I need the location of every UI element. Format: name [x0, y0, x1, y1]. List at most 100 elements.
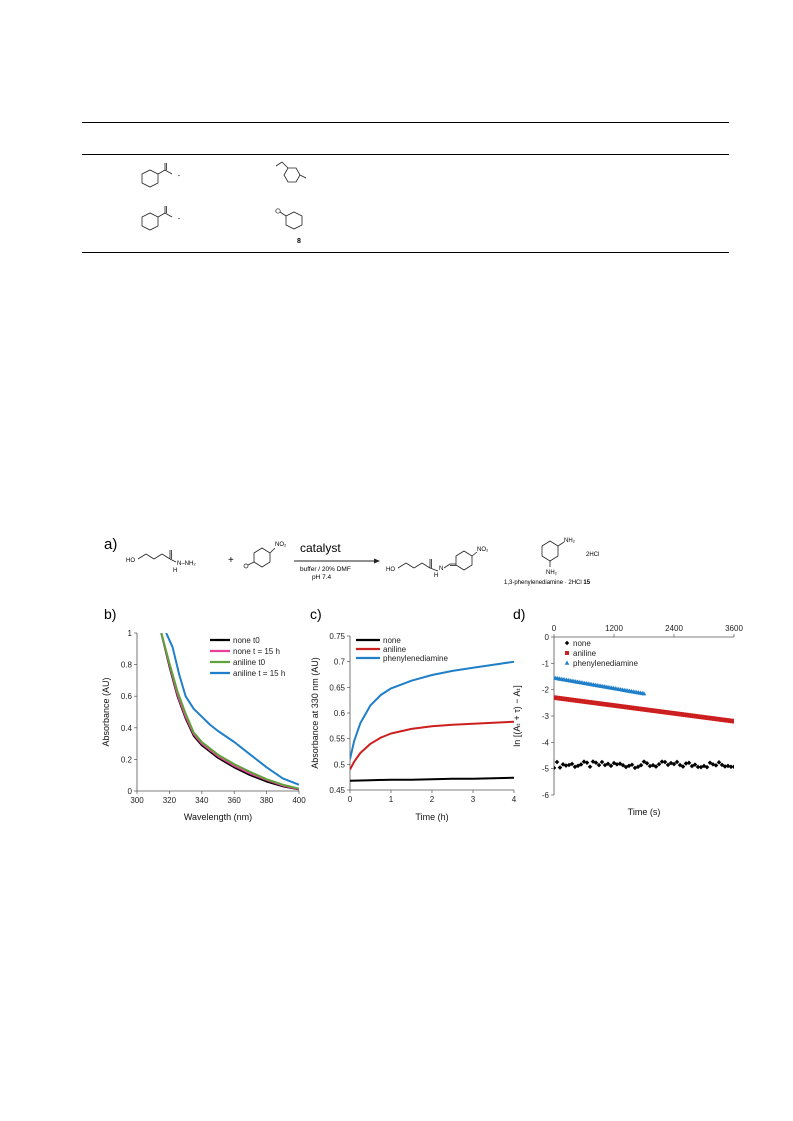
chart-c-legend-label-none: none	[383, 636, 401, 645]
chart-d-point-none	[584, 760, 590, 765]
scheme-reactant-aldehyde: NO₂	[243, 542, 287, 569]
chart-b-xlabel: Wavelength (nm)	[184, 812, 252, 822]
chart-c-xtick-label: 0	[348, 795, 353, 804]
chart-c-xlabel: Time (h)	[415, 812, 448, 822]
table-row2-structure-left	[141, 206, 181, 231]
chart-c-series-none	[350, 776, 514, 782]
chart-d-legend-label-aniline: aniline	[573, 649, 597, 658]
chart-d-ytick-label: -4	[542, 738, 550, 747]
table-row2-structure-right	[275, 208, 303, 230]
scheme-ho-label: HO	[126, 558, 135, 564]
scheme-no2-label: NO₂	[275, 542, 287, 548]
chart-b-xtick-label: 360	[228, 796, 242, 805]
chart-d-legend-label-none: none	[573, 639, 591, 648]
scheme-h-label: H	[173, 568, 177, 574]
chart-d-point-none	[641, 759, 647, 764]
chart-c-ytick-label: 0.65	[329, 683, 345, 692]
chart-d-point-none	[728, 764, 734, 770]
chart-d-xlabel: Time (s)	[628, 807, 661, 817]
chart-c-absorbance-kinetics: 0.45 0.5 0.55 0.6 0.65 0.7 0.75 0 1 2 3 4 Time (h) Ab…	[310, 632, 517, 822]
chart-d-point-none	[662, 759, 668, 765]
chart-d-point-none	[683, 761, 689, 766]
scheme-catalyst-name: 1,3-phenylenediamine · 2HCl	[504, 580, 582, 586]
chart-d-ytick-label: -5	[542, 765, 550, 774]
chart-d-ytick-label: -1	[542, 659, 550, 668]
chart-b-series-aniline-t-15-h	[165, 633, 299, 786]
chart-c-ytick-label: 0.55	[329, 735, 345, 744]
chart-d-ylabel: ln [(Aₜ + τ) − Aₜ]	[512, 685, 522, 746]
scheme-catalyst-nh2-bottom: NH₂	[546, 570, 558, 576]
scheme-conditions-line2: pH 7.4	[312, 574, 332, 581]
scheme-reactant-hydrazide-labels: HO N–NH₂ H	[126, 558, 196, 574]
chart-c-ytick-label: 0.75	[329, 632, 345, 641]
chart-c-ylabel: Absorbance at 330 nm (AU)	[310, 657, 320, 769]
chart-b-xtick-label: 340	[195, 796, 209, 805]
chart-b-legend-label-aniline-t-15-h: aniline t = 15 h	[233, 669, 285, 678]
scheme-catalyst-structure: NH₂ NH₂ 2HCl	[541, 538, 599, 576]
chart-c-ytick-label: 0.7	[334, 658, 346, 667]
chart-b-ytick-label: 0.2	[121, 755, 133, 764]
chart-d-point-none	[644, 761, 650, 766]
chart-c-xtick-label: 3	[471, 795, 476, 804]
chart-d-xtick-label: 3600	[725, 624, 743, 633]
chart-d-legend-swatch-none	[564, 640, 570, 646]
chart-d-point-aniline	[731, 719, 734, 724]
scheme-product-no2-label: NO₂	[477, 547, 489, 553]
chart-d-xtick-label: 1200	[605, 624, 623, 633]
chart-d-legend-swatch-phenylenediamine	[564, 660, 570, 665]
chart-d-point-none	[596, 762, 602, 768]
scheme-product-h-label: H	[434, 573, 438, 578]
chart-d-ytick-label: 0	[545, 633, 550, 642]
chart-d-xtick-label: 0	[552, 624, 557, 633]
chart-b-legend-label-none-t0: none t0	[233, 636, 260, 645]
scheme-product-hydrazone: HO N H NO₂	[386, 547, 489, 578]
chart-d-log-kinetics: 0 -1 -2 -3 -4 -5 -6 0 1200 2400 3600 Time (s) ln [(A…	[512, 624, 743, 817]
scheme-reaction-arrow	[294, 558, 380, 564]
chart-d-point-none	[686, 760, 692, 766]
chart-d-legend-label-phenylenediamine: phenylenediamine	[573, 659, 638, 668]
chart-c-ytick-label: 0.45	[329, 786, 345, 795]
chart-c-ytick-label: 0.5	[334, 760, 346, 769]
scheme-catalyst-name-row: 1,3-phenylenediamine · 2HCl 15	[504, 580, 590, 586]
chart-b-ylabel: Absorbance (AU)	[101, 677, 111, 746]
scheme-product-ho-label: HO	[386, 567, 395, 573]
chart-b-xtick-label: 400	[292, 796, 306, 805]
panel-a-label: a)	[104, 536, 118, 553]
chart-d-point-none	[578, 762, 584, 767]
chart-c-series-aniline	[350, 720, 514, 770]
table-row1-structure-right	[275, 161, 307, 183]
chart-b-xtick-label: 320	[163, 796, 177, 805]
chart-c-xtick-label: 4	[512, 795, 517, 804]
chart-d-point-none	[650, 762, 656, 768]
chart-b-series-none-t0	[160, 633, 299, 791]
table-row2-compound-number: 8	[297, 238, 301, 245]
scheme-catalyst-salt: 2HCl	[586, 552, 599, 558]
chart-b-ytick-label: 1	[128, 629, 133, 638]
chart-d-series-none	[554, 759, 734, 771]
scheme-catalyst-number: 15	[583, 580, 591, 586]
chart-c-xtick-label: 1	[389, 795, 394, 804]
chart-d-point-none	[704, 764, 710, 770]
chart-d-point-none	[713, 763, 719, 768]
chart-d-point-none	[731, 764, 734, 770]
table-header-rule	[82, 154, 729, 155]
chart-c-xtick-label: 2	[430, 795, 435, 804]
chart-d-point-none	[707, 760, 713, 766]
panel-d-label: d)	[513, 606, 526, 622]
chart-d-point-none	[602, 762, 608, 768]
scheme-catalyst-label: catalyst	[300, 541, 341, 555]
chart-b-ytick-label: 0.6	[121, 692, 133, 701]
chart-d-point-none	[695, 764, 701, 770]
scheme-plus: +	[228, 555, 234, 566]
chart-b-xtick-label: 300	[130, 796, 144, 805]
chart-d-point-none	[557, 765, 563, 770]
chart-b-ytick-label: 0.8	[121, 661, 133, 670]
panel-b-label: b)	[104, 606, 117, 622]
scheme-reactant-hydrazide	[137, 550, 177, 563]
chart-c-ytick-label: 0.6	[334, 709, 346, 718]
chart-c-series-phenylenediamine	[350, 660, 514, 760]
chart-d-ytick-label: -2	[542, 686, 550, 695]
chart-d-point-none	[554, 759, 560, 765]
chart-d-point-none	[674, 759, 680, 765]
chart-b-ytick-label: 0	[128, 787, 133, 796]
